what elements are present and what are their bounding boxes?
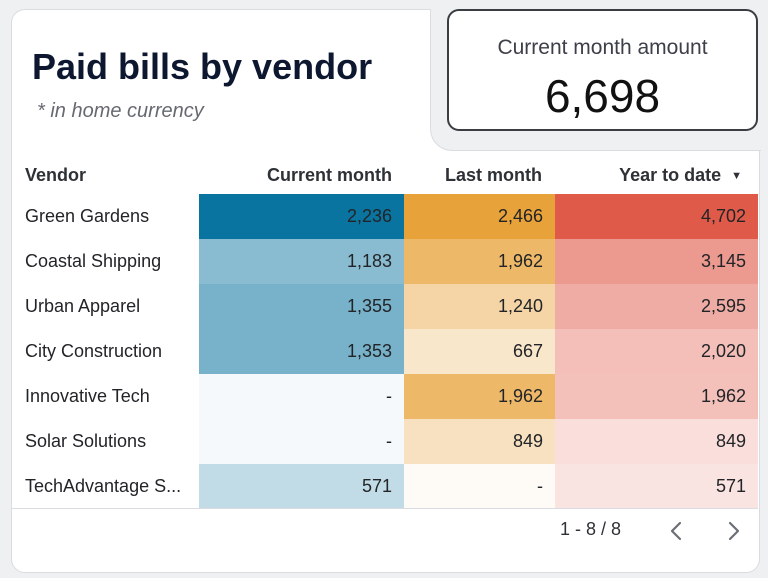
header-current-month[interactable]: Current month [267, 165, 392, 185]
report-title: Paid bills by vendor [32, 46, 373, 87]
cell-last-month: 1,962 [404, 239, 555, 284]
cell-last-month: 2,466 [404, 194, 555, 239]
kpi-scorecard[interactable]: Current month amount 6,698 [447, 9, 758, 131]
table-row[interactable]: Green Gardens 2,236 2,466 4,702 [11, 194, 758, 239]
header-vendor[interactable]: Vendor [25, 165, 87, 185]
table-row[interactable]: TechAdvantage S... 571-571 [11, 464, 758, 509]
cell-current-month: 1,183 [199, 239, 404, 284]
table-row[interactable]: Coastal Shipping 1,183 1,962 3,145 [11, 239, 758, 284]
cell-year-to-date: 4,702 [555, 194, 758, 239]
table-footer-divider [11, 508, 758, 509]
cell-vendor: Urban Apparel [25, 296, 141, 316]
pagination-range: 1 - 8 / 8 [560, 519, 622, 539]
table-row[interactable]: Urban Apparel 1,355 1,240 2,595 [11, 284, 758, 329]
report-subtitle: * in home currency [37, 100, 204, 122]
table-row[interactable]: Innovative Tech -1,962 1,962 [11, 374, 758, 419]
chevron-left-icon[interactable] [664, 516, 690, 546]
header-year-to-date-label: Year to date [619, 165, 722, 185]
cell-vendor: Coastal Shipping [25, 251, 162, 271]
cell-current-month: 1,353 [199, 329, 404, 374]
cell-vendor: Innovative Tech [25, 386, 150, 406]
cell-last-month: 1,962 [404, 374, 555, 419]
cell-last-month: 849 [404, 419, 555, 464]
cell-year-to-date: 2,020 [555, 329, 758, 374]
kpi-value: 6,698 [544, 70, 661, 122]
sort-descending-icon[interactable]: ▼ [731, 170, 742, 182]
cell-vendor: Green Gardens [25, 206, 150, 226]
cell-vendor: TechAdvantage S... [25, 476, 182, 496]
cell-year-to-date: 1,962 [555, 374, 758, 419]
chevron-right-icon[interactable] [720, 516, 746, 546]
cell-year-to-date: 849 [555, 419, 758, 464]
header-year-to-date[interactable]: Year to date ▼ [555, 152, 742, 194]
cell-current-month: 1,355 [199, 284, 404, 329]
cell-current-month: 2,236 [199, 194, 404, 239]
cell-last-month: 667 [404, 329, 555, 374]
kpi-label: Current month amount [497, 36, 708, 59]
table-row[interactable]: City Construction 1,353 667 2,020 [11, 329, 758, 374]
cell-vendor: Solar Solutions [25, 431, 147, 451]
cell-vendor: City Construction [25, 341, 163, 361]
cell-current-month: - [199, 419, 404, 464]
cell-current-month: - [199, 374, 404, 419]
cell-last-month: 1,240 [404, 284, 555, 329]
header-last-month[interactable]: Last month [445, 165, 542, 185]
cell-year-to-date: 571 [555, 464, 758, 509]
cell-year-to-date: 3,145 [555, 239, 758, 284]
table-row[interactable]: Solar Solutions -849 849 [11, 419, 758, 464]
cell-last-month: - [404, 464, 555, 509]
cell-year-to-date: 2,595 [555, 284, 758, 329]
cell-current-month: 571 [199, 464, 404, 509]
